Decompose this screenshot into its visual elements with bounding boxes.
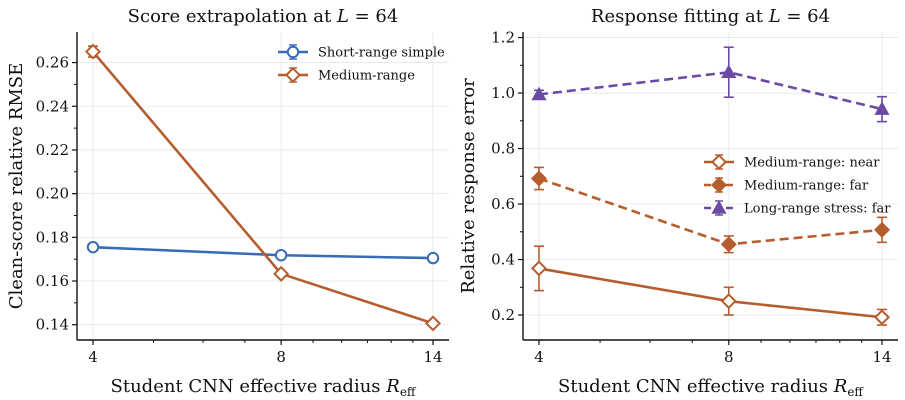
legend-label: Medium-range: near [744,156,880,171]
series-2 [531,46,890,123]
legend-item: Medium-range: near [704,153,880,171]
data-point [84,43,102,60]
series-line [92,50,434,325]
series-1 [84,43,442,332]
data-point [530,170,548,187]
x-axis-label: Student CNN effective radius Reff [111,376,417,399]
data-point [424,315,442,332]
y-axis-label: Relative response error [458,78,479,294]
x-tick-label: 4 [534,348,544,366]
y-tick-label: 0.18 [36,228,69,246]
data-point [531,86,547,101]
series-1 [530,166,891,254]
y-tick-label: 0.22 [36,141,69,159]
x-tick-label: 4 [88,348,98,366]
data-point [273,265,290,282]
panel-score-extrapolation: 0.14 0.16 0.18 0.20 0.22 0.24 0.26 4 8 14 Score ex… [6,6,449,399]
legend-label: Long-range stress: far [744,202,891,217]
data-point [86,240,100,254]
legend-label: Short-range simple [318,46,445,61]
data-point [720,293,737,310]
series-0 [530,245,891,326]
chart-title: Response fitting at L = 64 [591,6,830,27]
y-tick-label: 0.8 [491,140,515,158]
series-line [538,70,883,111]
y-tick-label: 1.0 [491,84,515,102]
y-tick-label: 0.14 [36,316,69,334]
y-tick-label: 0.20 [36,185,69,203]
data-point [530,260,548,277]
x-tick-label: 14 [423,348,442,366]
legend-item: Medium-range [278,66,415,84]
x-tick-label: 8 [724,348,734,366]
legend-marker [284,66,302,84]
legend-label: Medium-range [318,69,415,84]
y-tick-label: 0.16 [36,272,69,290]
y-axis-label: Clean-score relative RMSE [6,63,27,309]
data-point [426,251,440,265]
data-point [874,101,890,115]
legend-item: Long-range stress: far [704,200,891,217]
data-point [720,236,737,253]
legend-marker [710,176,728,194]
legend-marker [710,153,728,171]
series-line [538,267,883,319]
y-tick-label: 0.24 [36,97,69,115]
legend-label: Medium-range: far [744,179,869,194]
data-point [274,249,288,262]
legend-item: Medium-range: far [704,176,869,194]
data-point [721,64,737,78]
legend-item: Short-range simple [278,44,445,61]
y-tick-label: 0.4 [491,251,515,269]
legend: Short-range simple Medium-range [278,44,445,84]
chart-title: Score extrapolation at L = 64 [128,6,399,27]
series-0 [86,240,440,265]
panel-response-fitting: 0.2 0.4 0.6 0.8 1.0 1.2 4 8 14 Response fitting a… [458,6,898,399]
y-tick-label: 0.26 [36,54,69,72]
legend-marker [711,200,727,214]
x-tick-label: 14 [872,348,891,366]
y-tick-label: 1.2 [491,29,515,47]
x-axis-label: Student CNN effective radius Reff [558,376,864,399]
data-point [873,309,891,326]
x-tick-label: 8 [276,348,286,366]
data-point [873,221,891,238]
legend-marker [286,45,300,59]
y-tick-label: 0.6 [491,195,515,213]
y-tick-label: 0.2 [491,306,515,324]
legend: Medium-range: near Medium-range: far Long-… [704,153,891,217]
